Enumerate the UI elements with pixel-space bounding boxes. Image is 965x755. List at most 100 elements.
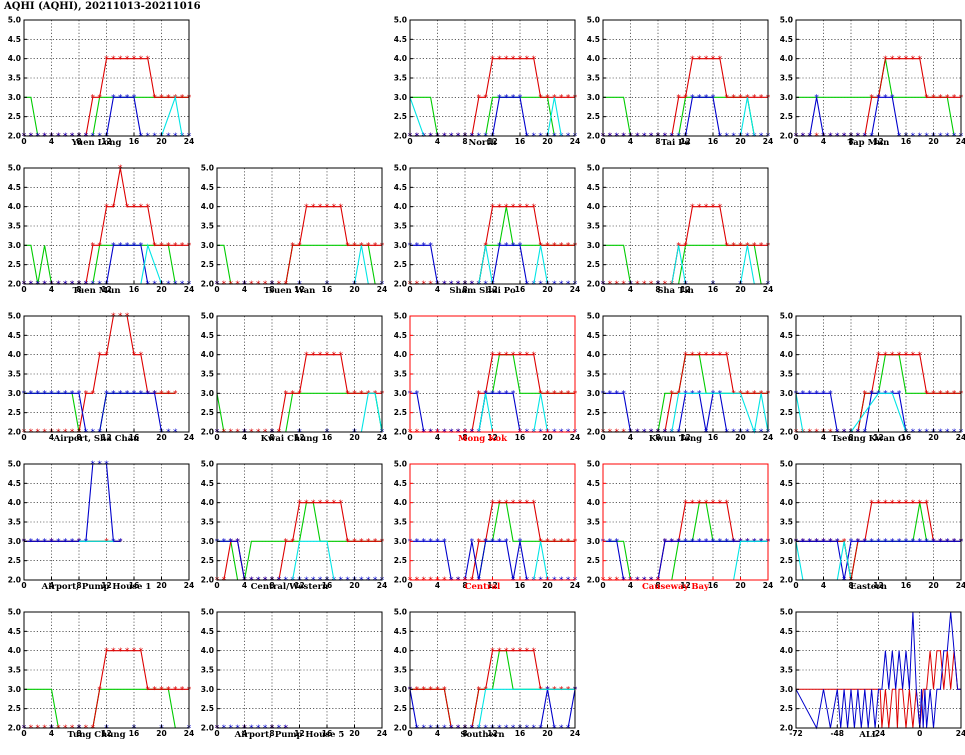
data-point: * xyxy=(635,132,640,142)
data-point: * xyxy=(187,724,192,734)
y-tick-label: 3.5 xyxy=(394,74,407,83)
data-point: * xyxy=(497,55,502,65)
data-point: * xyxy=(628,280,633,290)
x-tick-label: 24 xyxy=(763,433,773,442)
data-point: * xyxy=(97,132,102,142)
data-point: * xyxy=(890,538,895,548)
data-point: * xyxy=(470,132,475,142)
data-point: * xyxy=(408,132,413,142)
data-point: * xyxy=(159,724,164,734)
y-tick-label: 4.0 xyxy=(587,498,600,507)
data-point: * xyxy=(277,576,282,586)
data-point: * xyxy=(545,280,550,290)
data-point: * xyxy=(442,538,447,548)
data-point: * xyxy=(642,280,647,290)
data-point: * xyxy=(111,203,116,213)
data-point: * xyxy=(511,203,516,213)
x-tick-label: 8 xyxy=(76,581,81,590)
x-tick-label: 4 xyxy=(242,285,247,294)
y-tick-label: 4.0 xyxy=(201,202,214,211)
y-tick-label: 4.5 xyxy=(780,35,793,44)
data-point: * xyxy=(111,55,116,65)
data-point: * xyxy=(104,203,109,213)
data-point: * xyxy=(828,390,833,400)
data-point: * xyxy=(725,538,730,548)
data-point: * xyxy=(663,538,668,548)
data-point: * xyxy=(166,686,171,696)
chart-panel: * * * * * * * * * * * * * * * * * * * * * * * * * * * * * * * * * * * * * * * *… xyxy=(579,296,774,445)
data-point: * xyxy=(663,132,668,142)
data-point: * xyxy=(270,576,275,586)
data-point: * xyxy=(766,280,771,290)
data-point: * xyxy=(339,351,344,361)
x-tick-label: 8 xyxy=(462,137,467,146)
data-point: * xyxy=(752,538,757,548)
y-tick-label: 2.0 xyxy=(394,428,407,437)
data-point: * xyxy=(442,132,447,142)
y-tick-label: 3.0 xyxy=(394,389,407,398)
data-point: * xyxy=(166,132,171,142)
data-point: * xyxy=(731,132,736,142)
data-point: * xyxy=(518,55,523,65)
data-point: * xyxy=(42,132,47,142)
data-point: * xyxy=(869,499,874,509)
data-point: * xyxy=(663,280,668,290)
y-tick-label: 3.5 xyxy=(8,666,21,675)
y-tick-label: 5.0 xyxy=(780,16,793,25)
data-point: * xyxy=(759,94,764,104)
y-tick-label: 4.0 xyxy=(201,646,214,655)
y-tick-label: 4.5 xyxy=(587,183,600,192)
data-point: * xyxy=(642,132,647,142)
data-point: * xyxy=(311,351,316,361)
y-tick-label: 4.0 xyxy=(201,350,214,359)
chart-svg: ****************************************… xyxy=(394,460,581,591)
x-tick-label: 0 xyxy=(793,433,798,442)
data-point: * xyxy=(566,94,571,104)
data-point: * xyxy=(111,242,116,252)
data-point: * xyxy=(711,538,716,548)
data-point: * xyxy=(91,280,96,290)
data-point: * xyxy=(745,538,750,548)
data-point: * xyxy=(325,428,330,438)
y-tick-label: 4.5 xyxy=(780,627,793,636)
data-point: * xyxy=(132,242,137,252)
data-point: * xyxy=(697,390,702,400)
data-point: * xyxy=(766,428,771,438)
data-point: * xyxy=(842,428,847,438)
data-point: * xyxy=(938,538,943,548)
y-tick-label: 5.0 xyxy=(780,460,793,469)
data-point: * xyxy=(511,351,516,361)
data-point: * xyxy=(104,55,109,65)
x-tick-label: 0 xyxy=(21,729,26,738)
data-point: * xyxy=(242,724,247,734)
data-point: * xyxy=(924,499,929,509)
data-point: * xyxy=(366,576,371,586)
data-point: * xyxy=(518,428,523,438)
data-point: * xyxy=(931,390,936,400)
x-tick-label: 4 xyxy=(628,581,633,590)
data-point: * xyxy=(63,280,68,290)
y-tick-label: 4.5 xyxy=(587,35,600,44)
data-point: * xyxy=(456,576,461,586)
data-point: * xyxy=(339,499,344,509)
x-tick-label: 24 xyxy=(570,433,580,442)
y-tick-label: 4.5 xyxy=(8,183,21,192)
data-point: * xyxy=(497,390,502,400)
x-tick-label: 20 xyxy=(542,581,552,590)
data-point: * xyxy=(256,724,261,734)
data-point: * xyxy=(42,132,47,142)
x-tick-label: -48 xyxy=(830,729,844,738)
data-point: * xyxy=(821,132,826,142)
data-point: * xyxy=(180,686,185,696)
data-point: * xyxy=(725,242,730,252)
y-tick-label: 3.5 xyxy=(780,370,793,379)
data-point: * xyxy=(111,647,116,657)
y-tick-label: 3.0 xyxy=(780,685,793,694)
data-point: * xyxy=(725,132,730,142)
x-tick-label: 12 xyxy=(294,285,304,294)
data-point: * xyxy=(849,576,854,586)
data-point: * xyxy=(63,132,68,142)
data-point: * xyxy=(297,280,302,290)
data-point: * xyxy=(146,390,151,400)
data-point: * xyxy=(504,351,509,361)
